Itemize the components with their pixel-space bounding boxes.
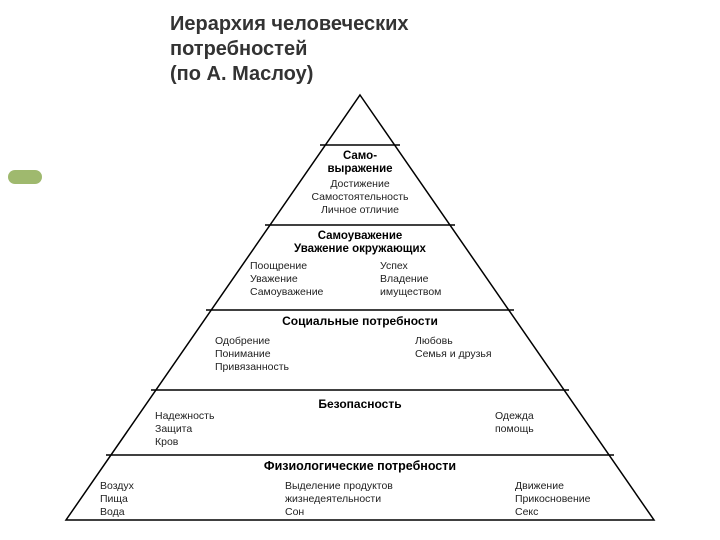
level-3-items-right: Любовь Семья и друзья: [415, 335, 492, 361]
title-line-3: (по А. Маслоу): [170, 62, 409, 87]
level-1-items-right: Движение Прикосновение Секс: [515, 480, 591, 519]
level-1-items-left: Воздух Пища Вода: [100, 480, 134, 519]
title-line-1: Иерархия человеческих: [170, 12, 409, 37]
level-3-heading: Социальные потребности: [60, 315, 660, 328]
level-2-items-left: Надежность Защита Кров: [155, 410, 214, 449]
level-2-heading: Безопасность: [60, 398, 660, 411]
level-1-items-middle: Выделение продуктов жизнедеятельности Со…: [285, 480, 393, 519]
level-4-items-left: Поощрение Уважение Самоуважение: [250, 260, 323, 299]
level-5-heading: Само- выражение: [60, 150, 660, 175]
level-4-heading: Самоуважение Уважение окружающих: [60, 230, 660, 255]
level-1-heading: Физиологические потребности: [60, 460, 660, 474]
level-2-items-right: Одежда помощь: [495, 410, 534, 436]
maslow-pyramid: Само- выражение Достижение Самостоятельн…: [60, 90, 660, 525]
page-title: Иерархия человеческих потребностей (по А…: [170, 12, 409, 87]
title-line-2: потребностей: [170, 37, 409, 62]
level-4-items-right: Успех Владение имуществом: [380, 260, 441, 299]
slide-bullet: [8, 170, 42, 184]
level-5-items: Достижение Самостоятельность Личное отли…: [300, 178, 420, 217]
level-3-items-left: Одобрение Понимание Привязанность: [215, 335, 289, 374]
